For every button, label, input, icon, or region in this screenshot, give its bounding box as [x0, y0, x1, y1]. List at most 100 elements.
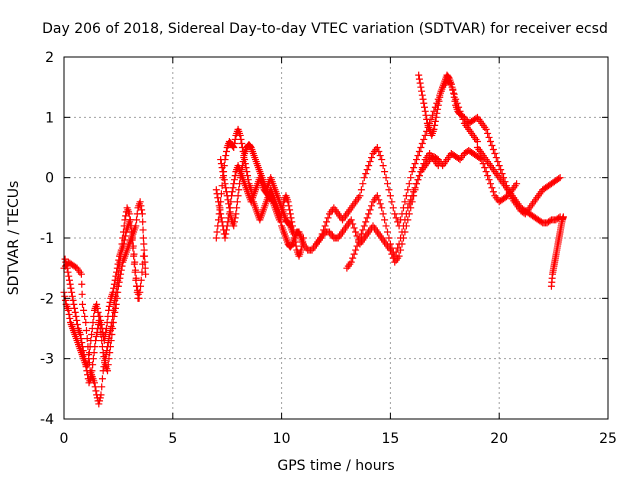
data-point	[233, 204, 241, 212]
data-point	[489, 146, 497, 154]
data-point	[118, 262, 126, 270]
data-point	[408, 198, 416, 206]
data-point	[286, 210, 294, 218]
data-point	[104, 367, 112, 375]
data-point	[232, 210, 240, 218]
data-point	[434, 162, 442, 170]
data-point	[78, 343, 86, 351]
data-point	[102, 329, 110, 337]
data-point	[408, 168, 416, 176]
data-point	[137, 276, 145, 284]
data-point	[359, 226, 367, 234]
data-point	[363, 166, 371, 174]
data-point	[138, 206, 146, 214]
data-point	[93, 300, 101, 308]
data-point	[386, 246, 394, 254]
data-point	[113, 264, 121, 272]
data-point	[107, 337, 115, 345]
data-point	[108, 331, 116, 339]
data-point	[286, 221, 294, 229]
data-point	[225, 200, 233, 208]
data-point	[428, 111, 436, 119]
data-point	[268, 197, 276, 205]
data-point	[421, 107, 429, 115]
data-point	[84, 371, 92, 379]
data-point	[80, 306, 88, 314]
data-point	[81, 312, 89, 320]
data-point	[365, 162, 373, 170]
data-point	[230, 144, 238, 151]
data-point	[392, 248, 400, 256]
series-track-early-c	[61, 216, 147, 387]
data-point	[87, 373, 95, 381]
data-point	[417, 83, 425, 91]
data-point	[139, 218, 147, 226]
data-point	[83, 335, 91, 343]
data-point	[114, 260, 122, 268]
data-point	[136, 198, 144, 206]
data-point	[116, 274, 124, 282]
data-point	[381, 216, 389, 224]
data-point	[80, 351, 88, 359]
data-points	[60, 71, 567, 408]
data-point	[70, 300, 78, 308]
x-tick-label: 15	[381, 431, 399, 447]
data-point	[78, 300, 86, 308]
data-point	[236, 131, 244, 139]
data-point	[63, 264, 71, 272]
data-point	[222, 184, 230, 192]
data-point	[405, 210, 413, 218]
data-point	[71, 308, 79, 316]
data-point	[216, 206, 224, 214]
data-point	[212, 234, 220, 242]
data-point	[139, 260, 147, 268]
data-point	[414, 176, 422, 184]
data-point	[217, 160, 225, 168]
data-point	[431, 121, 439, 129]
data-point	[65, 272, 73, 280]
data-point	[504, 186, 512, 194]
data-point	[214, 194, 222, 202]
data-point	[82, 327, 90, 335]
data-point	[430, 125, 438, 133]
data-point	[321, 222, 329, 230]
data-point	[436, 93, 444, 101]
data-point	[109, 325, 117, 332]
data-point	[96, 397, 104, 405]
data-point	[395, 252, 403, 260]
data-point	[140, 246, 148, 254]
data-point	[444, 73, 452, 81]
data-point	[223, 192, 231, 200]
data-point	[89, 355, 97, 363]
data-point	[405, 180, 413, 188]
data-point	[105, 355, 113, 363]
data-point	[215, 202, 223, 210]
data-point	[415, 75, 423, 83]
data-point	[486, 180, 494, 188]
data-point	[411, 186, 419, 194]
data-point	[366, 158, 374, 166]
data-point	[88, 367, 96, 375]
data-point	[111, 304, 119, 312]
data-point	[78, 339, 86, 347]
data-point	[410, 164, 418, 172]
data-point	[449, 86, 457, 94]
data-point	[559, 213, 567, 221]
data-point	[139, 234, 147, 242]
data-point	[220, 172, 228, 180]
data-point	[484, 172, 492, 180]
data-point	[97, 316, 105, 324]
x-tick-labels: 0 5 10 15 20 25	[60, 431, 617, 447]
data-point	[434, 105, 442, 113]
data-point	[94, 308, 102, 316]
data-point	[90, 349, 98, 357]
data-point	[64, 306, 72, 314]
data-point	[131, 266, 139, 274]
data-point	[386, 192, 394, 200]
data-point	[220, 176, 228, 184]
data-point	[357, 186, 365, 194]
data-point	[213, 228, 221, 236]
data-point	[352, 228, 360, 236]
data-point	[98, 343, 106, 351]
data-point	[235, 186, 243, 194]
